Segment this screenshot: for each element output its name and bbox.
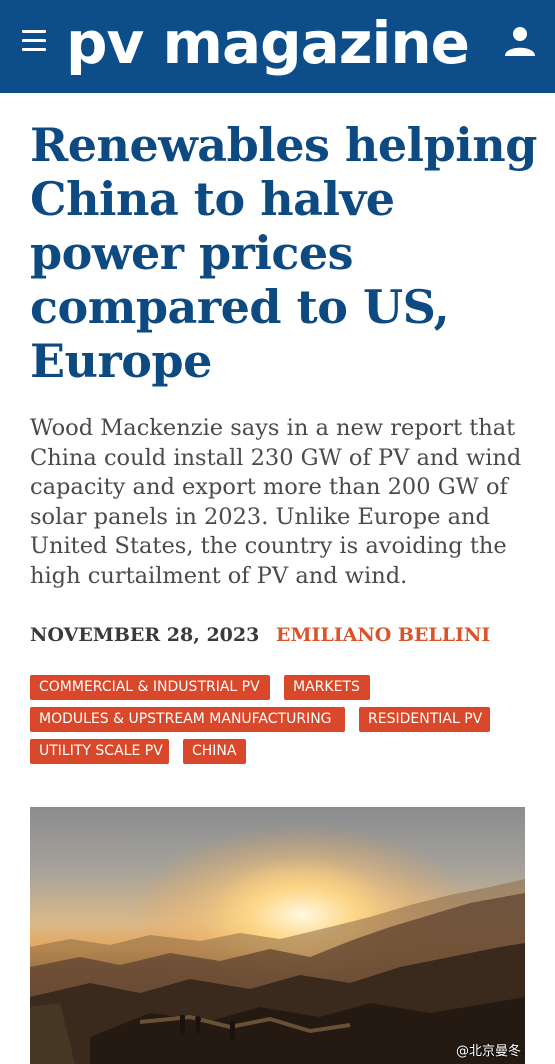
- tag-markets[interactable]: MARKETS: [284, 675, 370, 700]
- watermark: @北京曼冬: [456, 1044, 522, 1059]
- author-link[interactable]: EMILIANO BELLINI: [275, 624, 491, 646]
- article-summary: Wood Mackenzie says in a new report that…: [30, 415, 522, 589]
- user-icon[interactable]: [500, 22, 540, 62]
- tag-utility-scale-pv[interactable]: UTILITY SCALE PV: [30, 739, 169, 764]
- tag-residential-pv[interactable]: RESIDENTIAL PV: [359, 707, 490, 732]
- tag-china[interactable]: CHINA: [183, 739, 246, 764]
- article-title: Renewables helping China to halve power …: [30, 118, 537, 388]
- article-meta: NOVEMBER 28, 2023 EMILIANO BELLINI: [30, 621, 490, 649]
- tag-modules-upstream-manufacturing[interactable]: MODULES & UPSTREAM MANUFACTURING: [30, 707, 345, 732]
- top-navigation-bar: pv magazine: [0, 0, 555, 93]
- sunset-landscape-image: [30, 807, 525, 1064]
- hero-image: [30, 807, 525, 1064]
- tag-commercial-industrial-pv[interactable]: COMMERCIAL & INDUSTRIAL PV: [30, 675, 270, 700]
- site-logo[interactable]: pv magazine: [66, 9, 470, 77]
- publish-date: NOVEMBER 28, 2023: [30, 624, 260, 646]
- hamburger-menu-icon[interactable]: [22, 30, 48, 56]
